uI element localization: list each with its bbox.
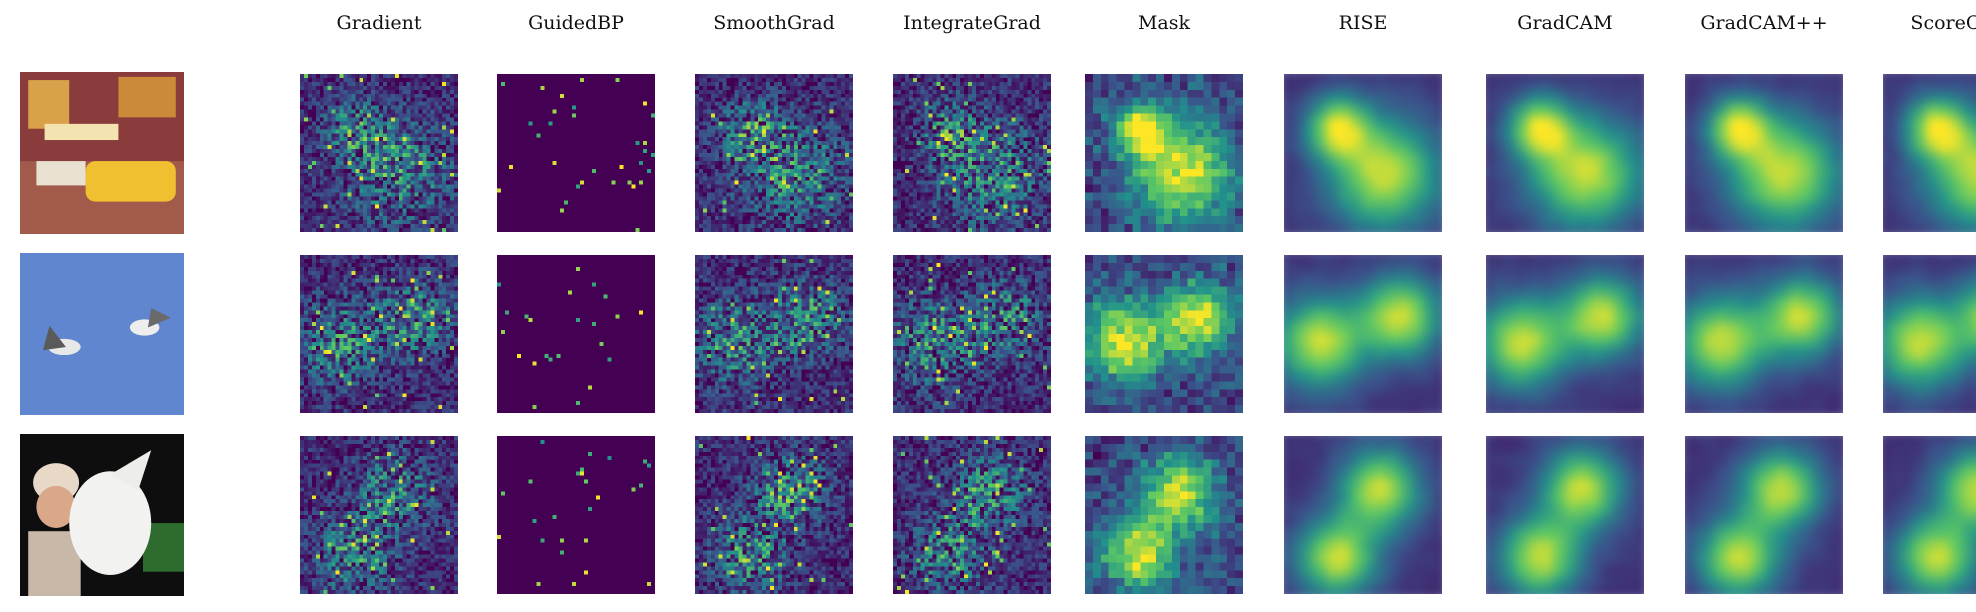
saliency-map-dog-integrategrad xyxy=(893,436,1051,594)
saliency-map-dog-guidedbp xyxy=(497,436,655,594)
two-birds-in-sky-photo-graphic xyxy=(20,253,184,415)
column-header-scorecam: ScoreCAM xyxy=(1910,12,1976,34)
woman-with-white-dog-photo xyxy=(20,434,184,596)
saliency-map-taxi-smoothgrad xyxy=(695,74,853,232)
saliency-map-dog-smoothgrad xyxy=(695,436,853,594)
saliency-map-dog-gradcam xyxy=(1486,436,1644,594)
column-header-gradcampp: GradCAM++ xyxy=(1700,12,1828,34)
saliency-map-birds-gradcampp xyxy=(1685,255,1843,413)
saliency-map-taxi-scorecam xyxy=(1883,74,1976,232)
column-header-mask: Mask xyxy=(1137,12,1191,34)
saliency-map-taxi-guidedbp xyxy=(497,74,655,232)
saliency-map-taxi-rise xyxy=(1284,74,1442,232)
column-header-rise: RISE xyxy=(1338,12,1388,34)
saliency-map-dog-gradcampp xyxy=(1685,436,1843,594)
saliency-map-birds-scorecam xyxy=(1883,255,1976,413)
column-header-smoothgrad: SmoothGrad xyxy=(713,12,835,34)
saliency-map-birds-gradcam xyxy=(1486,255,1644,413)
saliency-map-taxi-mask xyxy=(1085,74,1243,232)
column-header-gradient: Gradient xyxy=(336,12,422,34)
saliency-map-taxi-gradcam xyxy=(1486,74,1644,232)
saliency-map-dog-mask xyxy=(1085,436,1243,594)
column-header-guidedbp: GuidedBP xyxy=(528,12,624,34)
city-street-taxi-photo-graphic xyxy=(20,72,184,234)
saliency-map-dog-gradient xyxy=(300,436,458,594)
saliency-map-dog-rise xyxy=(1284,436,1442,594)
saliency-map-dog-scorecam xyxy=(1883,436,1976,594)
saliency-map-birds-gradient xyxy=(300,255,458,413)
saliency-map-birds-guidedbp xyxy=(497,255,655,413)
two-birds-in-sky-photo xyxy=(20,253,184,415)
woman-with-white-dog-photo-graphic xyxy=(20,434,184,596)
saliency-map-birds-rise xyxy=(1284,255,1442,413)
column-header-gradcam: GradCAM xyxy=(1517,12,1613,34)
saliency-map-birds-smoothgrad xyxy=(695,255,853,413)
saliency-map-taxi-gradcampp xyxy=(1685,74,1843,232)
column-header-integrategrad: IntegrateGrad xyxy=(903,12,1041,34)
saliency-map-birds-integrategrad xyxy=(893,255,1051,413)
saliency-map-taxi-integrategrad xyxy=(893,74,1051,232)
saliency-map-birds-mask xyxy=(1085,255,1243,413)
saliency-map-taxi-gradient xyxy=(300,74,458,232)
city-street-taxi-photo xyxy=(20,72,184,234)
